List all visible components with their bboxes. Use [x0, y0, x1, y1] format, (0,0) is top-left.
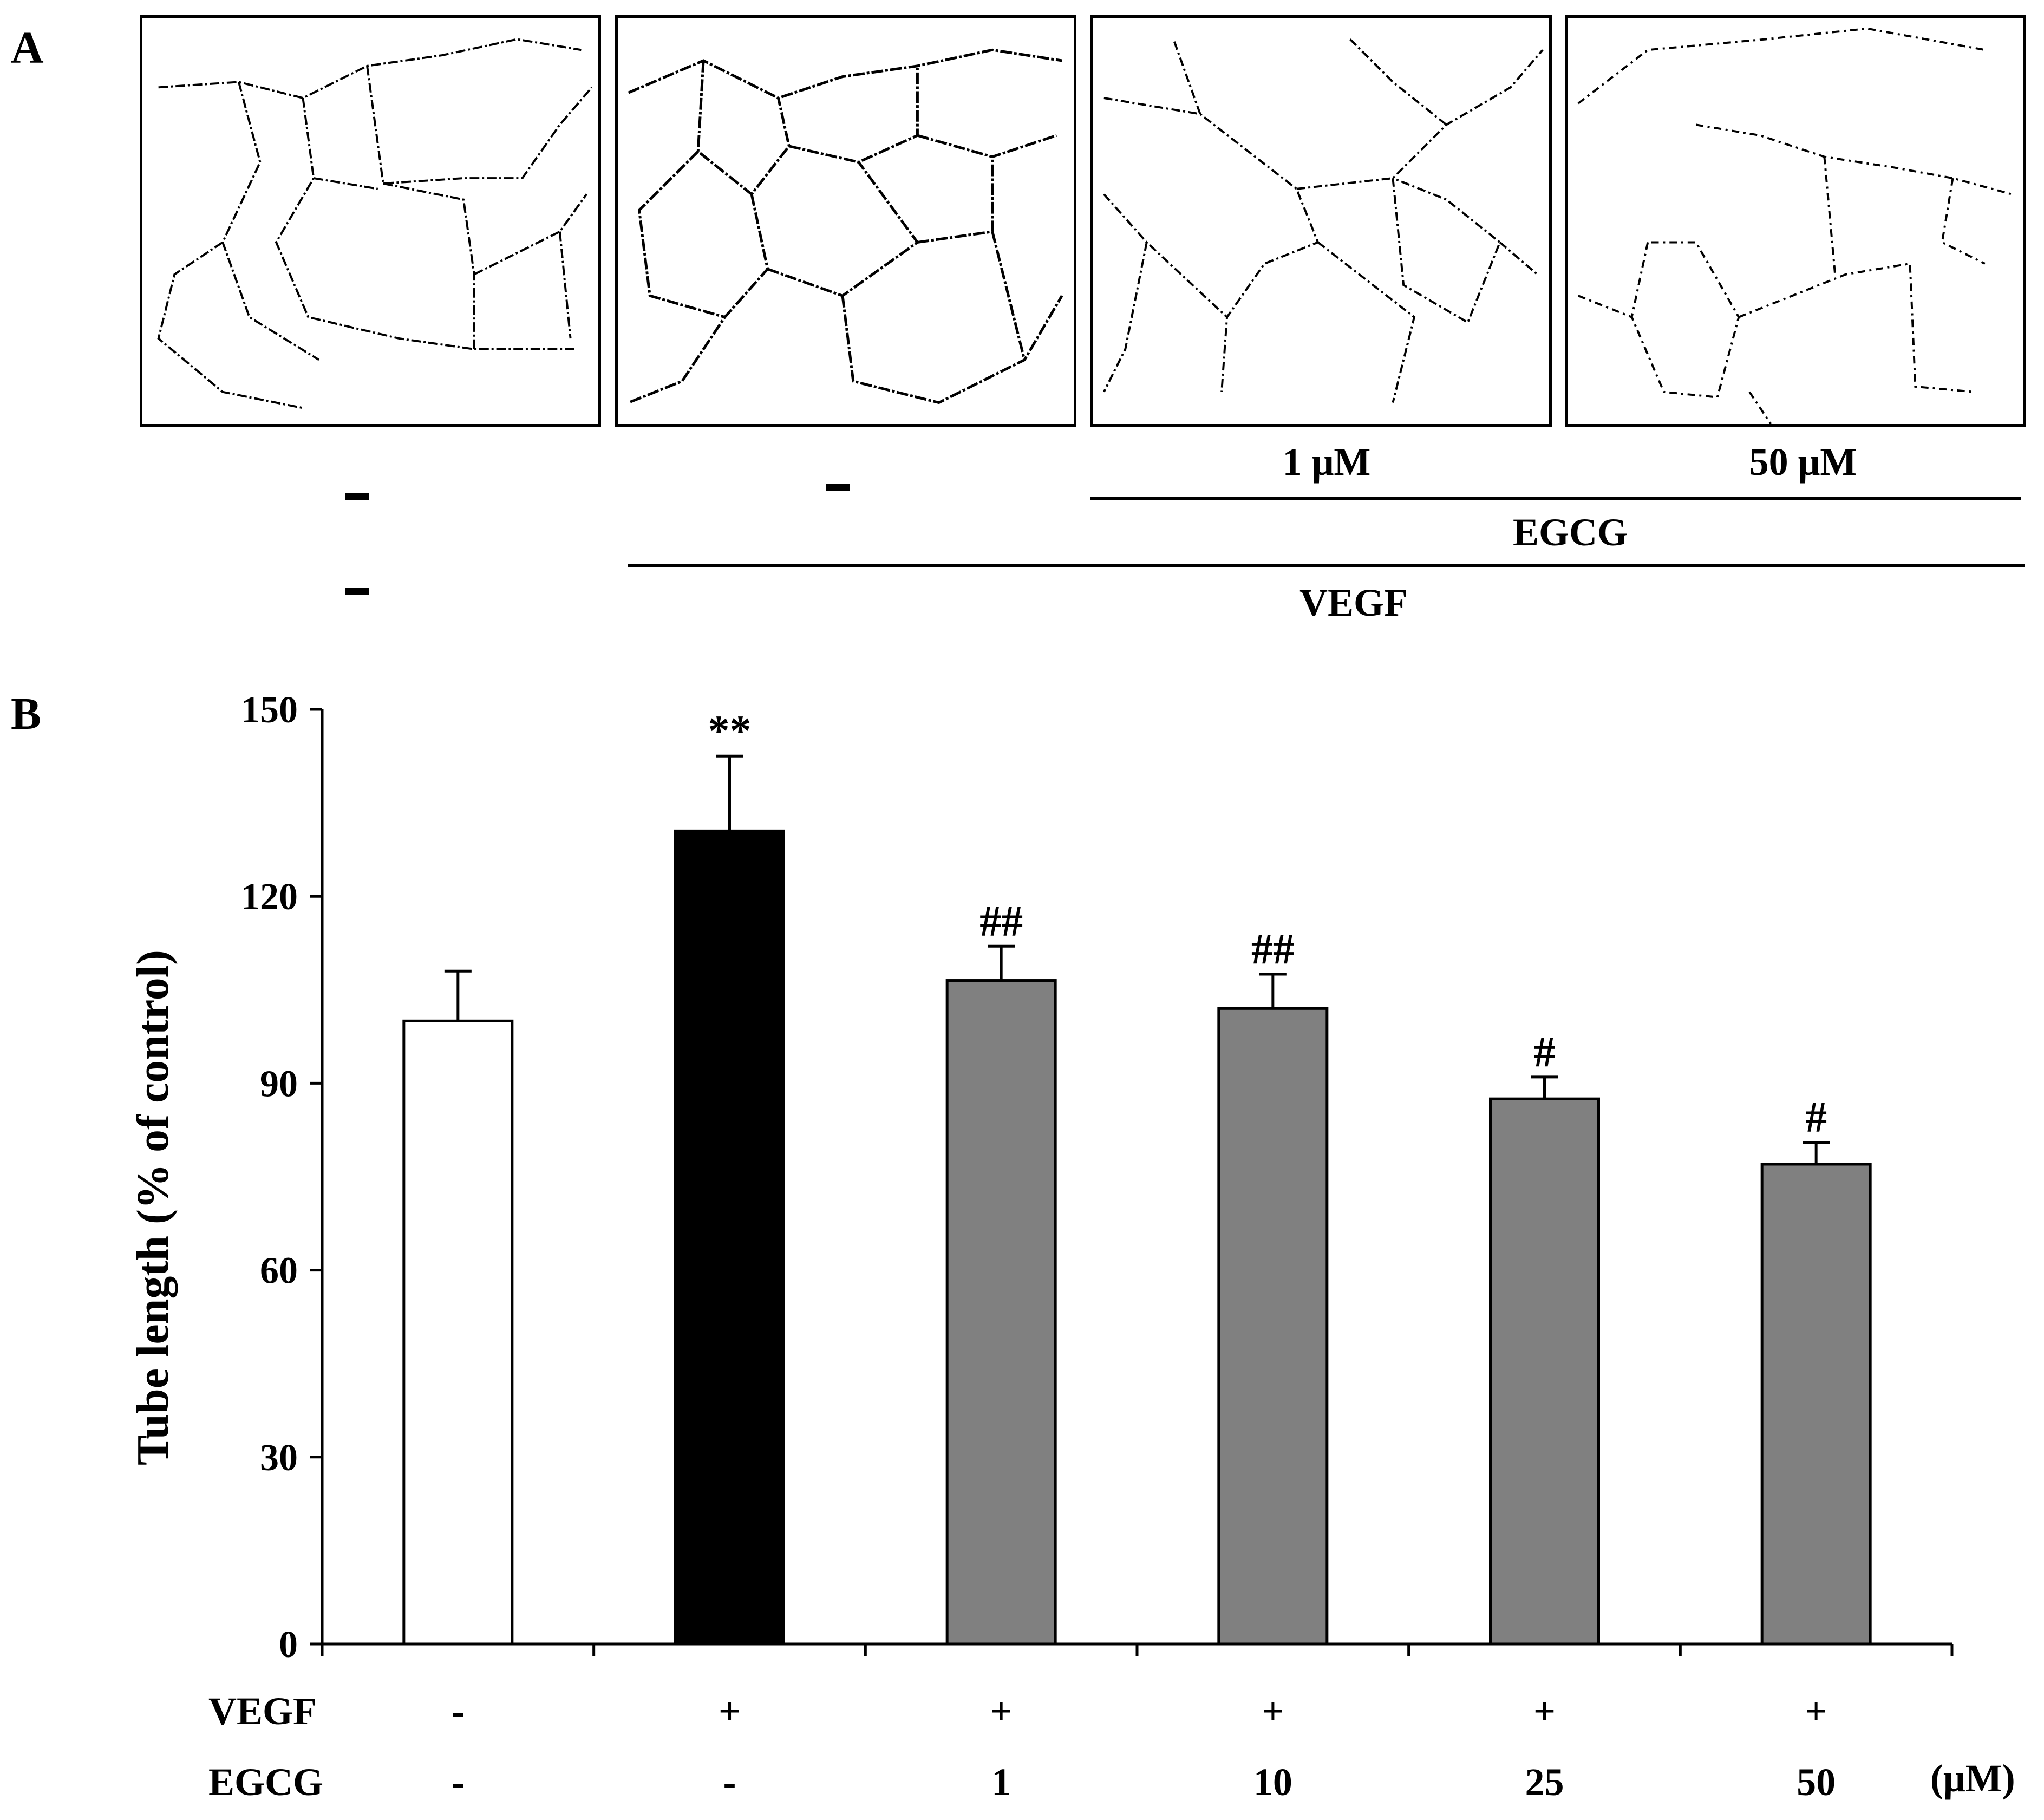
significance-label: ##	[979, 897, 1023, 945]
egcg-dose-1-label: 1 μM	[1282, 440, 1371, 484]
vegf-mark: +	[1533, 1689, 1556, 1733]
egcg-dose-50-label: 50 μM	[1749, 440, 1857, 484]
egcg-label: EGCG	[1512, 511, 1628, 554]
micrograph-control	[140, 15, 601, 427]
egcg-mark: 50	[1797, 1760, 1836, 1804]
bar-6	[1760, 1163, 1872, 1646]
significance-label: #	[1805, 1094, 1827, 1141]
vegf-row-label: VEGF	[208, 1689, 317, 1733]
vegf-mark: +	[990, 1689, 1013, 1733]
egcg-bracket-line	[1090, 497, 2021, 500]
significance-label: #	[1534, 1028, 1556, 1076]
vegf-mark: +	[1262, 1689, 1284, 1733]
chart-bars: **######	[402, 707, 1872, 1646]
y-axis-label: Tube length (% of control)	[128, 950, 178, 1465]
y-tick-label: 120	[241, 876, 298, 918]
egcg-mark: 25	[1525, 1760, 1564, 1804]
bar-1	[402, 1019, 514, 1646]
bar-3	[945, 979, 1057, 1646]
egcg-mark: 1	[991, 1760, 1011, 1804]
y-tick-label: 150	[241, 689, 298, 731]
chart-axes: 0 30 60 90 120 150	[241, 689, 1954, 1666]
y-tick-label: 90	[260, 1063, 298, 1105]
vegf-mark: +	[719, 1689, 741, 1733]
egcg-mark: -	[452, 1760, 465, 1804]
micrograph-vegf	[615, 15, 1076, 427]
micrograph-egcg-1	[1090, 15, 1552, 427]
bar-2	[674, 829, 785, 1646]
panel-a-letter: A	[11, 23, 44, 73]
micrograph-egcg-50	[1565, 15, 2026, 427]
egcg-mark: -	[723, 1760, 736, 1804]
vegf-bracket-line	[628, 564, 2025, 567]
egcg-mark: 10	[1253, 1760, 1292, 1804]
significance-label: **	[708, 707, 752, 755]
vegf-label: VEGF	[1299, 581, 1408, 624]
y-tick-label: 30	[260, 1437, 298, 1479]
y-tick-label: 0	[279, 1624, 298, 1666]
significance-label: ##	[1251, 925, 1295, 973]
egcg-row-label: EGCG	[208, 1760, 323, 1804]
y-tick-label: 60	[260, 1250, 298, 1292]
panel-a-vegf-minus-control	[345, 493, 369, 500]
bar-4	[1217, 1007, 1329, 1646]
egcg-unit-label: (μM)	[1930, 1757, 2015, 1800]
panel-a-egcg-minus-control	[345, 588, 369, 595]
vegf-mark: -	[452, 1689, 465, 1733]
panel-b-letter: B	[11, 689, 42, 739]
panel-a-egcg-minus-vegf	[826, 484, 850, 491]
treatment-rows: VEGF EGCG (μM) - - + - +1 +10 +25 +50	[208, 1689, 2015, 1804]
vegf-mark: +	[1805, 1689, 1827, 1733]
bar-5	[1489, 1097, 1600, 1646]
